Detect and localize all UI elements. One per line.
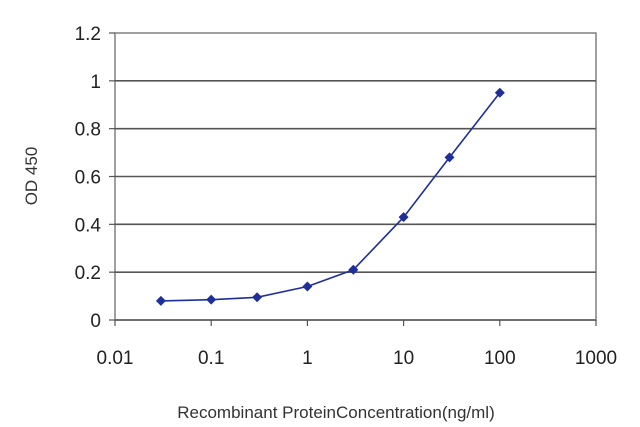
x-axis-title: Recombinant ProteinConcentration(ng/ml)	[177, 403, 495, 422]
y-tick-label: 0.2	[75, 263, 101, 284]
y-tick-label: 0.8	[75, 120, 101, 141]
x-tick-label: 0.1	[198, 348, 224, 369]
y-tick-label: 1	[90, 72, 101, 93]
data-point	[302, 281, 313, 292]
y-tick-label: 1.2	[75, 24, 101, 45]
data-point	[398, 212, 409, 223]
x-tick-label: 1000	[575, 348, 617, 369]
x-tick-label: 1	[302, 348, 313, 369]
data-point	[444, 152, 455, 163]
x-tick-label: 10	[393, 348, 414, 369]
data-point	[348, 264, 359, 275]
series-group	[155, 87, 505, 306]
y-tick-label: 0.6	[75, 168, 101, 189]
data-point	[155, 295, 166, 306]
axes	[109, 32, 597, 326]
y-axis-title: OD 450	[22, 147, 41, 206]
y-tick-label: 0.4	[75, 215, 102, 236]
x-tick-label: 0.01	[97, 348, 134, 369]
data-point	[252, 292, 263, 303]
y-tick-labels: 0 0.2 0.4 0.6 0.8 1 1.2	[75, 24, 102, 332]
x-tick-label: 100	[484, 348, 516, 369]
data-point	[206, 294, 217, 305]
series-line	[160, 92, 501, 302]
data-point	[494, 87, 505, 98]
gridlines	[115, 80, 596, 273]
y-tick-label: 0	[90, 311, 101, 332]
x-tick-labels: 0.01 0.1 1 10 100 1000	[97, 348, 618, 369]
